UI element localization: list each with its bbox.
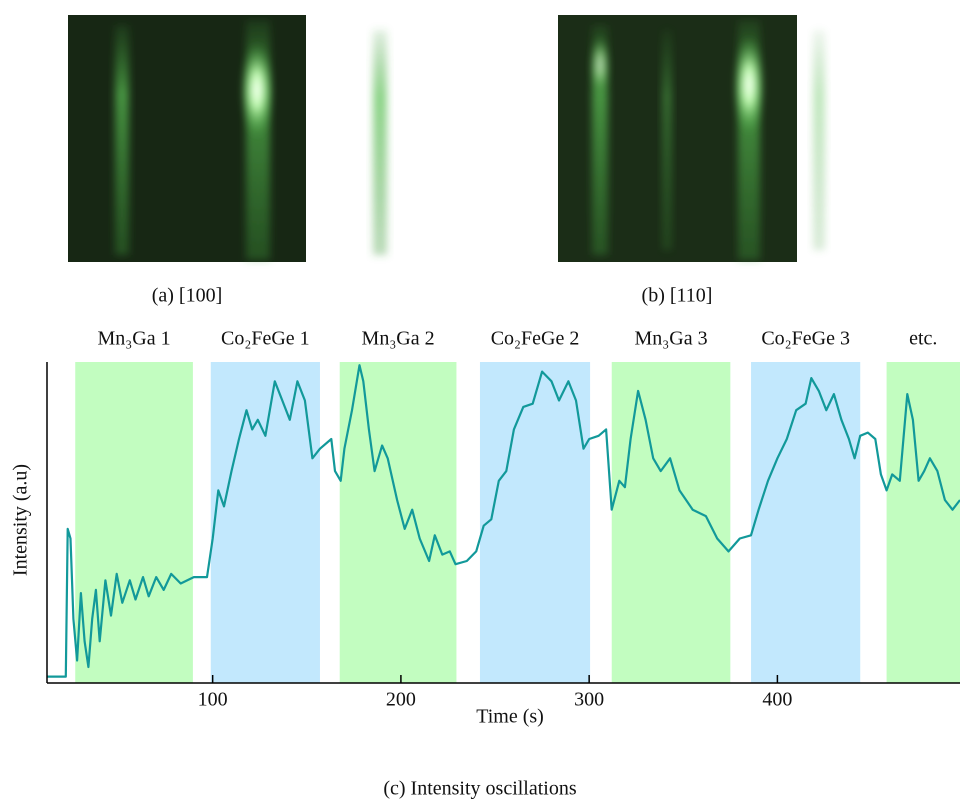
- phase-region: [339, 362, 457, 683]
- x-tick-label: 300: [574, 689, 604, 711]
- rheed-image-b: [558, 15, 797, 262]
- x-axis-label: Time (s): [476, 706, 544, 728]
- x-tick-label: 100: [198, 689, 228, 711]
- phase-region: [611, 362, 731, 683]
- plot-area: Mn₃Ga 1 Co₂FeGe 1 Mn₃Ga 2 Co₂FeGe 2 Mn₃Ga 3 C…: [46, 328, 960, 711]
- x-tick-label: 200: [386, 689, 416, 711]
- phase-label: Mn₃Ga 1: [98, 328, 171, 350]
- phase-region: [75, 362, 193, 683]
- phase-label: Mn₃Ga 3: [635, 328, 708, 350]
- intensity-line: [47, 364, 960, 678]
- rheed-extra-streaks: [373, 30, 825, 255]
- phase-region: [886, 362, 960, 683]
- figure-caption: (c) Intensity oscillations: [383, 778, 577, 800]
- rheed-image-a: [68, 15, 306, 262]
- panel-caption: (a) [100]: [152, 285, 223, 307]
- panel-caption: (b) [110]: [642, 285, 713, 307]
- phase-region: [210, 362, 320, 683]
- phase-label: Co₂FeGe 3: [761, 328, 850, 350]
- phase-label: Mn₃Ga 2: [362, 328, 435, 350]
- phase-label: Co₂FeGe 1: [221, 328, 310, 350]
- phase-label: Co₂FeGe 2: [491, 328, 580, 350]
- phase-region: [751, 362, 861, 683]
- phase-label: etc.: [909, 328, 937, 350]
- y-axis-label: Intensity (a.u): [10, 464, 32, 576]
- phase-region: [479, 362, 591, 683]
- x-tick-label: 400: [762, 689, 792, 711]
